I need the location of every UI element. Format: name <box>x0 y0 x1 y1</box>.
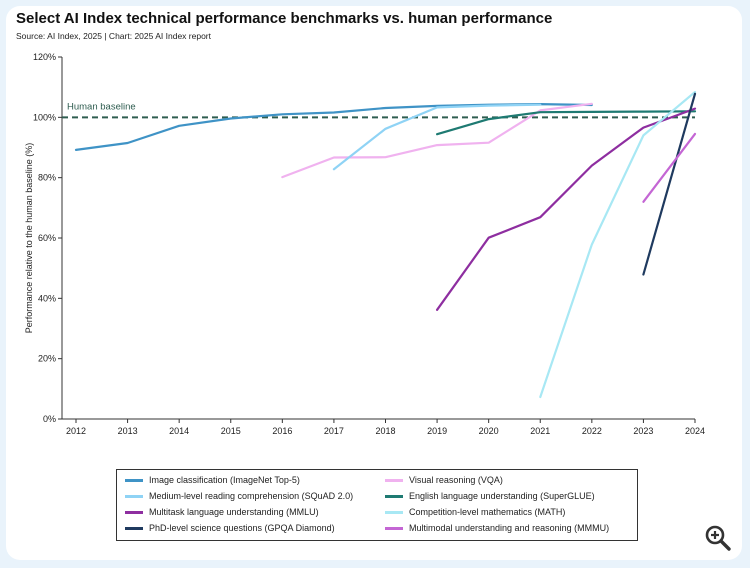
x-tick-label: 2020 <box>479 426 499 436</box>
legend-item: Competition-level mathematics (MATH) <box>385 507 565 517</box>
chart-card <box>6 6 742 560</box>
legend-swatch <box>125 478 143 482</box>
legend-swatch <box>125 526 143 530</box>
x-tick-label: 2012 <box>66 426 86 436</box>
series-line-3 <box>436 110 697 136</box>
x-tick-label: 2019 <box>427 426 447 436</box>
y-tick-label: 100% <box>33 112 56 122</box>
legend-item: Visual reasoning (VQA) <box>385 475 503 485</box>
zoom-in-icon[interactable] <box>704 524 732 552</box>
legend-label: English language understanding (SuperGLU… <box>409 491 595 501</box>
legend-item: Medium-level reading comprehension (SQuA… <box>125 491 353 501</box>
x-tick-label: 2013 <box>118 426 138 436</box>
series-line-1 <box>281 102 593 179</box>
x-tick-label: 2015 <box>221 426 241 436</box>
x-tick-label: 2024 <box>685 426 705 436</box>
human-baseline-label: Human baseline <box>67 101 136 112</box>
legend-label: Image classification (ImageNet Top-5) <box>149 475 300 485</box>
legend-swatch <box>385 478 403 482</box>
series-line-4 <box>436 107 697 311</box>
legend-swatch <box>125 494 143 498</box>
legend-swatch <box>125 510 143 514</box>
chart-subtitle: Source: AI Index, 2025 | Chart: 2025 AI … <box>16 31 211 41</box>
legend-label: PhD-level science questions (GPQA Diamon… <box>149 523 335 533</box>
legend-label: Multimodal understanding and reasoning (… <box>409 523 610 533</box>
x-tick-label: 2023 <box>633 426 653 436</box>
legend-label: Multitask language understanding (MMLU) <box>149 507 319 517</box>
x-tick-label: 2016 <box>272 426 292 436</box>
y-tick-label: 20% <box>38 354 56 364</box>
y-tick-label: 60% <box>38 233 56 243</box>
legend-label: Competition-level mathematics (MATH) <box>409 507 566 517</box>
legend-item: Image classification (ImageNet Top-5) <box>125 475 300 485</box>
y-tick-label: 120% <box>33 52 56 62</box>
legend-label: Visual reasoning (VQA) <box>409 475 503 485</box>
y-tick-label: 0% <box>43 414 56 424</box>
series-line-2 <box>332 103 542 171</box>
legend-swatch <box>385 510 403 514</box>
chart-legend: Image classification (ImageNet Top-5) Vis… <box>116 469 638 541</box>
x-tick-label: 2018 <box>375 426 395 436</box>
x-tick-label: 2021 <box>530 426 550 436</box>
legend-item: Multitask language understanding (MMLU) <box>125 507 319 517</box>
legend-swatch <box>385 494 403 498</box>
legend-swatch <box>385 526 403 530</box>
y-tick-label: 80% <box>38 173 56 183</box>
legend-label: Medium-level reading comprehension (SQuA… <box>149 491 354 501</box>
series-line-7 <box>642 132 697 203</box>
y-axis-label: Performance relative to the human baseli… <box>24 143 34 334</box>
y-tick-label: 40% <box>38 293 56 303</box>
legend-item: English language understanding (SuperGLU… <box>385 491 595 501</box>
series-line-5 <box>539 90 697 399</box>
chart-title: Select AI Index technical performance be… <box>16 10 553 27</box>
x-tick-label: 2017 <box>324 426 344 436</box>
series-line-6 <box>642 92 697 276</box>
legend-item: PhD-level science questions (GPQA Diamon… <box>125 523 335 533</box>
legend-item: Multimodal understanding and reasoning (… <box>385 523 609 533</box>
x-tick-label: 2014 <box>169 426 189 436</box>
x-tick-label: 2022 <box>582 426 602 436</box>
